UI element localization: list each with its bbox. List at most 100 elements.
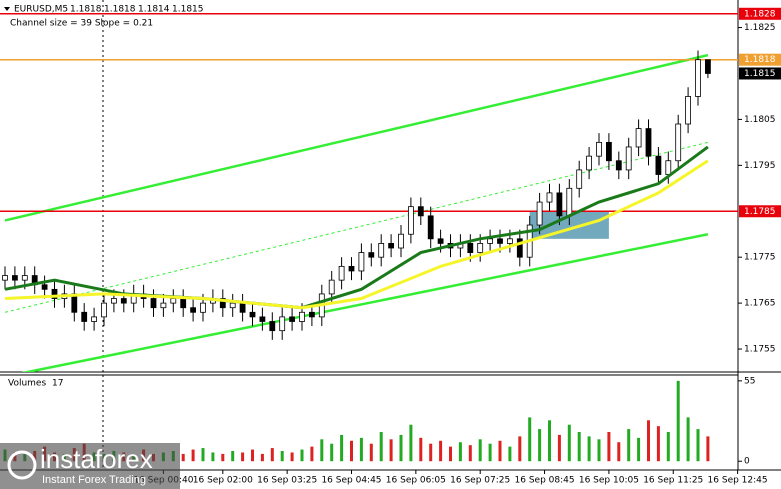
candle-body <box>546 192 553 203</box>
volume-tick-label: 0 <box>744 457 750 467</box>
candle-body <box>279 316 286 332</box>
candle-body <box>487 238 494 244</box>
candle-body <box>566 187 573 217</box>
candle-body <box>427 215 434 240</box>
candle-body <box>299 311 305 322</box>
candle-body <box>150 298 157 309</box>
candle-body <box>615 160 622 171</box>
level-tag <box>739 53 781 66</box>
level-label: 1.1828 <box>744 9 776 19</box>
watermark-tagline: Instant Forex Trading <box>42 474 146 486</box>
candle-body <box>506 238 513 244</box>
moving-average <box>4 145 709 310</box>
level-label: 1.1818 <box>744 55 776 65</box>
x-tick-label: 16 Sep 11:25 <box>643 476 703 486</box>
candle-body <box>596 141 602 157</box>
candle-body <box>655 155 662 175</box>
candle-body <box>91 316 97 322</box>
candle-body <box>101 302 107 318</box>
candle-body <box>289 316 296 322</box>
candle-body <box>239 302 246 313</box>
watermark-brand: instaforex <box>40 444 153 474</box>
candle-body <box>348 265 355 272</box>
candle-body <box>576 169 583 189</box>
candle-body <box>2 275 8 281</box>
price-tag <box>739 67 781 80</box>
candle-body <box>556 192 563 217</box>
candle-body <box>606 141 612 162</box>
x-tick-label: 16 Sep 08:45 <box>515 476 575 486</box>
candle-body <box>81 311 88 322</box>
candle-body <box>685 96 691 125</box>
price-tag-label: 1.1815 <box>744 69 776 79</box>
candle-body <box>120 298 127 304</box>
ohlc-close: 1.1815 <box>172 5 204 15</box>
candle-body <box>200 302 206 313</box>
candle-body <box>328 279 335 295</box>
channel-lower <box>21 232 709 372</box>
x-tick-label: 16 Sep 07:25 <box>450 476 510 486</box>
candle-body <box>308 311 315 318</box>
candle-body <box>269 321 276 332</box>
candle-body <box>338 265 345 281</box>
candle-body <box>388 243 395 249</box>
candle-body <box>497 238 503 244</box>
watermark-band <box>0 443 180 489</box>
candle-body <box>259 316 266 322</box>
candle-body <box>190 307 197 313</box>
candle-body <box>467 243 474 253</box>
x-tick-label: 16 Sep 12:45 <box>708 476 768 486</box>
volume-title: Volumes <box>8 379 46 389</box>
plot <box>0 13 738 372</box>
candle-body <box>645 128 652 157</box>
level-label: 1.1785 <box>744 207 776 217</box>
candle-body <box>586 155 592 171</box>
candle-body <box>516 238 523 258</box>
channel-upper <box>4 53 709 222</box>
candle-body <box>437 238 444 244</box>
y-tick-label: 1.1775 <box>744 253 776 263</box>
x-tick-label: 16 Sep 10:05 <box>579 476 639 486</box>
candle-body <box>41 284 48 290</box>
candle-body <box>398 233 404 249</box>
watermark-logo <box>7 450 37 480</box>
candle-body <box>675 123 682 162</box>
candle-body <box>695 59 701 97</box>
candle-body <box>368 252 375 258</box>
ohlc-high: 1.1818 <box>104 5 136 15</box>
candle-body <box>11 275 18 281</box>
channel-middle <box>4 141 709 313</box>
y-tick-label: 1.1795 <box>744 161 776 171</box>
candle-body <box>705 59 711 74</box>
candle-body <box>229 302 236 309</box>
x-tick-label: 16 Sep 02:00 <box>193 476 253 486</box>
chart-title: EURUSD,M5 <box>14 5 68 15</box>
subtitle: Channel size = 39 Slope = 0.21 <box>10 19 153 29</box>
y-tick-label: 1.1765 <box>744 299 776 309</box>
y-tick-label: 1.1825 <box>744 23 776 33</box>
candle-body <box>477 243 484 253</box>
x-tick-label: 16 Sep 03:25 <box>257 476 317 486</box>
candle-body <box>180 298 187 309</box>
moving-average <box>4 159 709 310</box>
candle-body <box>625 146 632 171</box>
candle-body <box>111 298 117 304</box>
candle-body <box>358 252 365 272</box>
candle-body <box>378 243 385 258</box>
candle-body <box>170 298 177 304</box>
candle-body <box>51 288 58 299</box>
level-tag <box>739 205 781 218</box>
candle-body <box>407 206 414 235</box>
level-tag <box>739 7 781 20</box>
candle-body <box>219 298 226 309</box>
volume-last: 17 <box>52 379 63 389</box>
ohlc-open: 1.1818 <box>70 5 102 15</box>
y-tick-label: 1.1805 <box>744 115 776 125</box>
candle-body <box>536 201 543 226</box>
menu-arrow <box>4 7 10 11</box>
y-tick-label: 1.1755 <box>744 345 776 355</box>
ohlc-low: 1.1814 <box>138 5 170 15</box>
candle-body <box>160 302 167 309</box>
candle-body <box>665 160 672 175</box>
